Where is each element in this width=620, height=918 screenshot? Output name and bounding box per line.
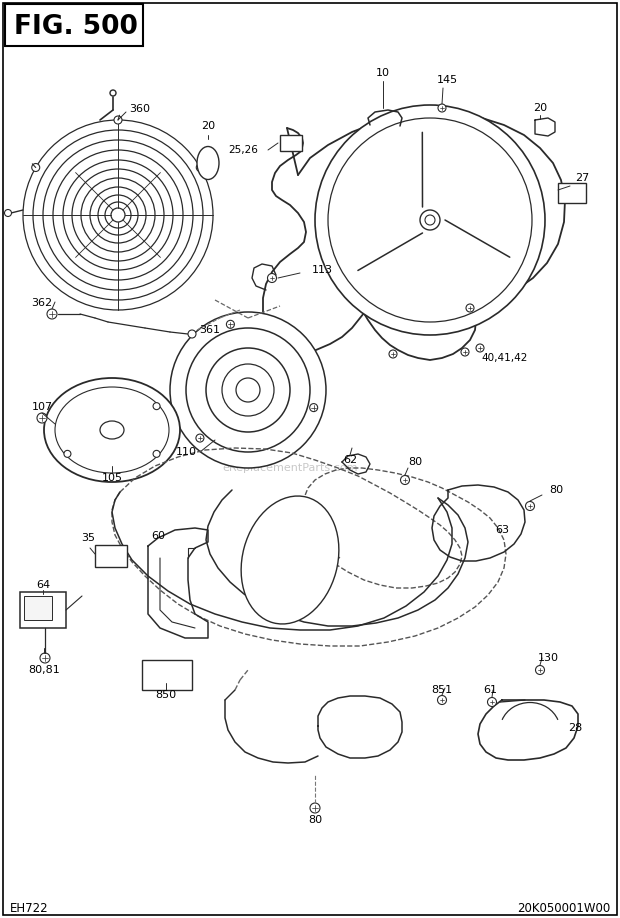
Circle shape (425, 215, 435, 225)
Bar (142, 660, 192, 690)
Ellipse shape (241, 496, 339, 624)
Bar (280, 135, 302, 151)
Circle shape (170, 312, 326, 468)
Circle shape (420, 210, 440, 230)
Text: 850: 850 (156, 690, 177, 700)
Bar (558, 183, 586, 203)
Circle shape (438, 104, 446, 112)
Text: 40,41,42: 40,41,42 (482, 353, 528, 363)
Text: eReplacementParts.com: eReplacementParts.com (222, 463, 358, 473)
Circle shape (236, 378, 260, 402)
Circle shape (43, 140, 193, 290)
Text: 145: 145 (436, 75, 458, 85)
Text: 27: 27 (575, 173, 589, 183)
Bar (20, 592, 66, 628)
Text: 64: 64 (36, 580, 50, 590)
Text: 28: 28 (568, 723, 582, 733)
Text: 60: 60 (151, 531, 165, 541)
Text: 35: 35 (81, 533, 95, 543)
Circle shape (188, 330, 196, 338)
Bar (5, 4, 143, 46)
Circle shape (153, 403, 160, 409)
Circle shape (196, 434, 204, 442)
Circle shape (438, 696, 446, 704)
Text: 80: 80 (308, 815, 322, 825)
Circle shape (197, 163, 204, 172)
Circle shape (37, 413, 47, 423)
Circle shape (206, 348, 290, 432)
Circle shape (33, 130, 203, 300)
Circle shape (32, 163, 40, 172)
Text: 20K050001W00: 20K050001W00 (516, 901, 610, 914)
Circle shape (23, 120, 213, 310)
Circle shape (47, 309, 57, 319)
Circle shape (186, 328, 310, 452)
Circle shape (466, 304, 474, 312)
Circle shape (310, 803, 320, 813)
Circle shape (64, 451, 71, 457)
Circle shape (309, 404, 317, 411)
Text: 61: 61 (483, 685, 497, 695)
Text: 63: 63 (495, 525, 509, 535)
Text: 80,81: 80,81 (28, 665, 60, 675)
Circle shape (267, 274, 277, 283)
Circle shape (114, 116, 122, 124)
Circle shape (111, 208, 125, 222)
Ellipse shape (44, 378, 180, 482)
Text: 360: 360 (130, 104, 151, 114)
Text: 20: 20 (533, 103, 547, 113)
Text: 851: 851 (432, 685, 453, 695)
Circle shape (222, 364, 274, 416)
Circle shape (110, 90, 116, 96)
Circle shape (105, 202, 131, 228)
Text: 107: 107 (32, 402, 53, 412)
Circle shape (389, 350, 397, 358)
Ellipse shape (100, 421, 124, 439)
Circle shape (40, 653, 50, 663)
Text: 130: 130 (538, 653, 559, 663)
Circle shape (476, 344, 484, 352)
Circle shape (226, 320, 234, 329)
Text: 80: 80 (549, 485, 563, 495)
Circle shape (536, 666, 544, 675)
Circle shape (153, 451, 160, 457)
Circle shape (401, 476, 409, 485)
Circle shape (487, 698, 497, 707)
Circle shape (72, 169, 164, 261)
Circle shape (98, 195, 138, 235)
Text: 105: 105 (102, 473, 123, 483)
Circle shape (4, 209, 12, 217)
Text: 25,26: 25,26 (228, 145, 258, 155)
Circle shape (526, 501, 534, 510)
Text: 362: 362 (32, 298, 53, 308)
Text: FIG. 500: FIG. 500 (14, 14, 138, 40)
Text: 113: 113 (312, 265, 333, 275)
Circle shape (63, 160, 173, 270)
Text: 80: 80 (408, 457, 422, 467)
Text: 20: 20 (201, 121, 215, 131)
Bar (24, 596, 52, 620)
Text: EH722: EH722 (10, 901, 48, 914)
Text: 62: 62 (343, 455, 357, 465)
Text: 110: 110 (175, 447, 197, 457)
Text: 10: 10 (376, 68, 390, 78)
Ellipse shape (197, 147, 219, 180)
Circle shape (328, 118, 532, 322)
Bar (95, 545, 127, 567)
Circle shape (315, 105, 545, 335)
Circle shape (461, 348, 469, 356)
Circle shape (81, 178, 155, 252)
Ellipse shape (55, 387, 169, 473)
Circle shape (53, 150, 183, 280)
Text: 361: 361 (200, 325, 221, 335)
Circle shape (90, 187, 146, 243)
